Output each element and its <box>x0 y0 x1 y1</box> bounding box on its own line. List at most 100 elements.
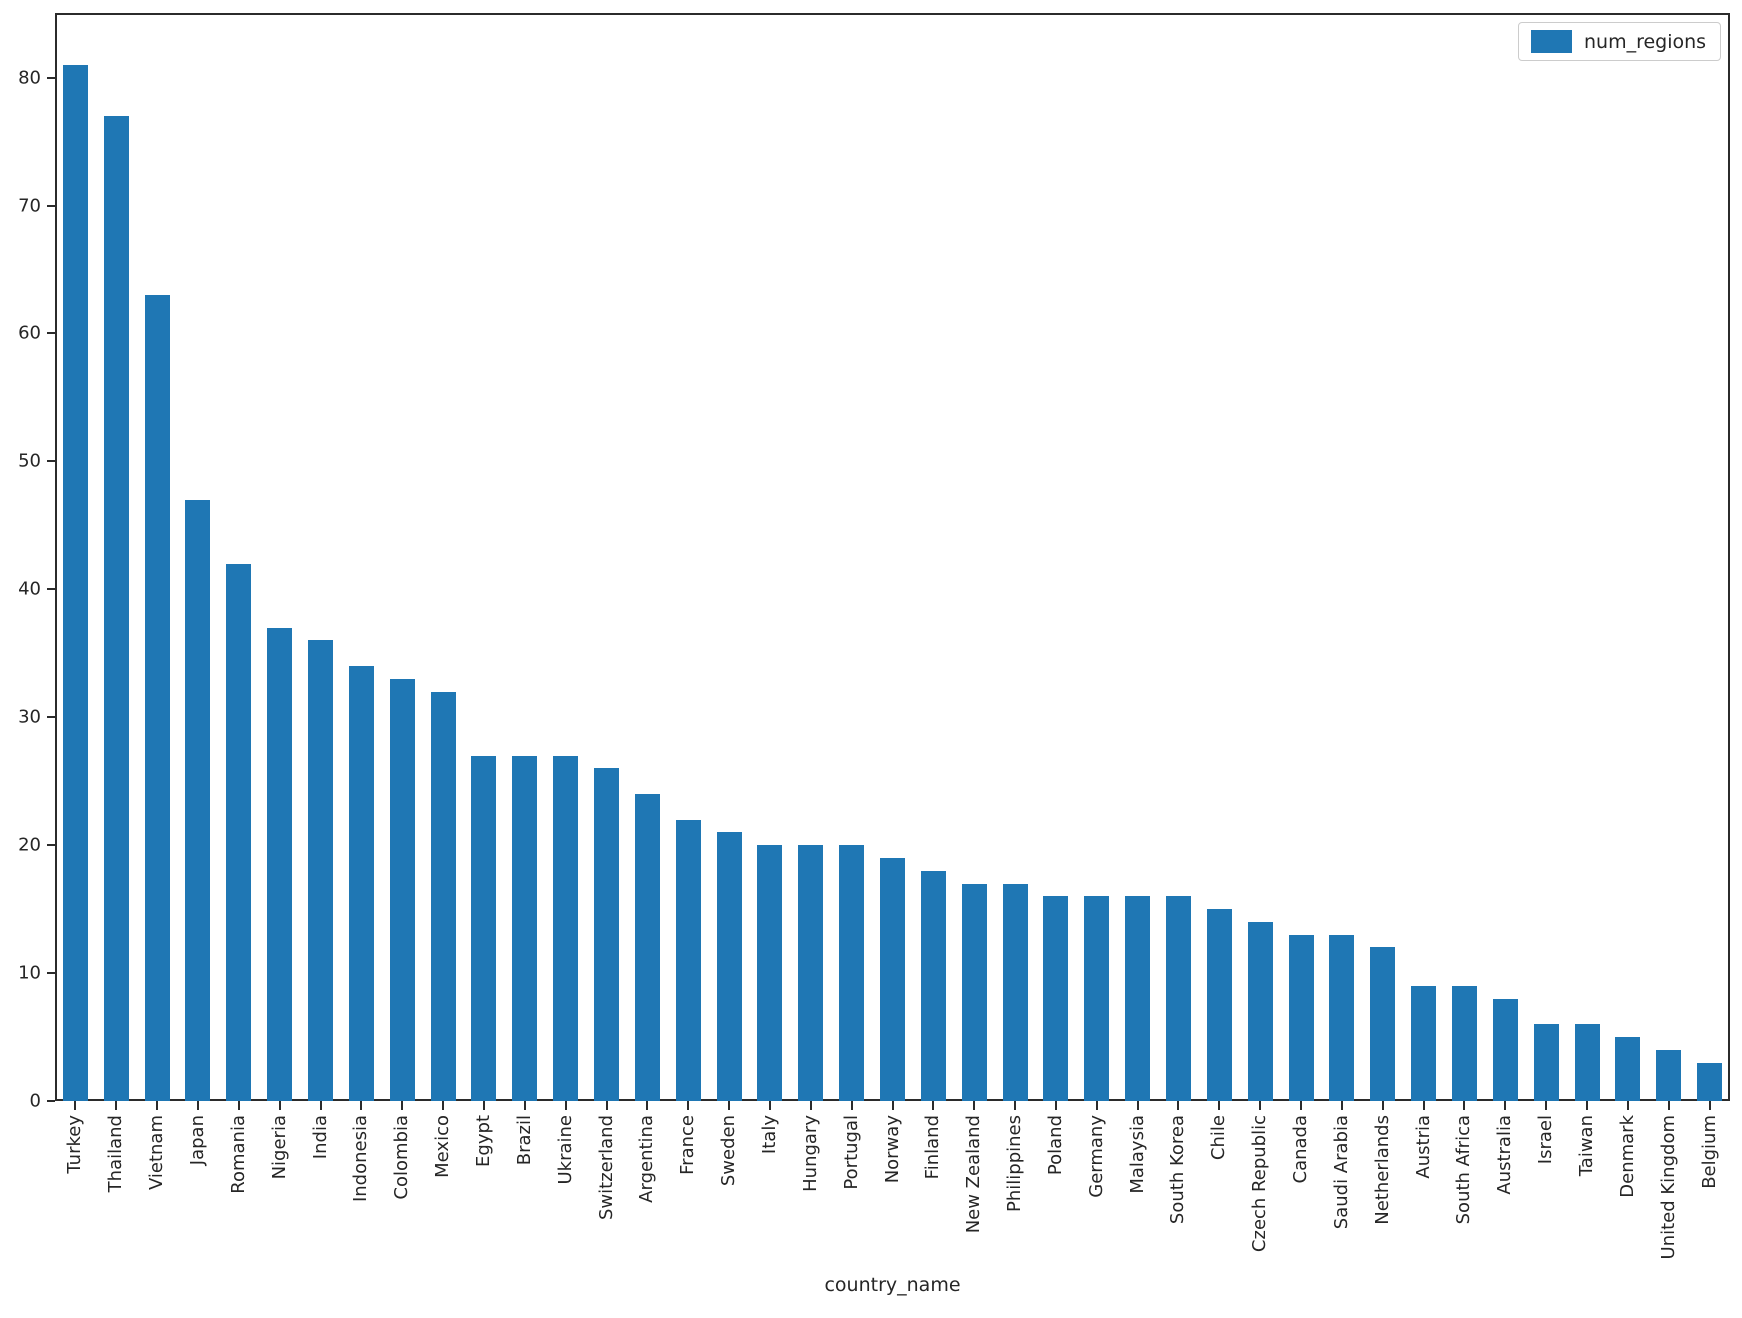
x-tick-label: New Zealand <box>963 1115 985 1234</box>
x-tick-mark <box>850 1101 853 1110</box>
y-tick-mark <box>47 972 55 975</box>
x-tick-mark <box>74 1101 77 1110</box>
bar <box>1451 985 1477 1101</box>
y-tick-label: 10 <box>18 962 41 984</box>
bar <box>512 755 538 1101</box>
bar <box>430 691 456 1101</box>
x-tick-label: Germany <box>1085 1115 1107 1198</box>
x-tick-label: Nigeria <box>268 1115 290 1180</box>
x-tick-mark <box>156 1101 159 1110</box>
x-tick-label: Hungary <box>799 1115 821 1192</box>
bar <box>1247 921 1273 1101</box>
bar <box>594 768 620 1101</box>
y-tick-label: 40 <box>18 578 41 600</box>
x-tick-mark <box>1422 1101 1425 1110</box>
x-tick-label: Finland <box>922 1115 944 1180</box>
bar <box>880 857 905 1101</box>
x-tick-mark <box>1708 1101 1711 1110</box>
x-tick-label: Malaysia <box>1126 1115 1148 1194</box>
x-tick-label: Australia <box>1494 1115 1516 1195</box>
x-tick-mark <box>115 1101 118 1110</box>
x-tick-mark <box>319 1101 322 1110</box>
x-tick-label: Thailand <box>105 1115 127 1193</box>
x-tick-label: South Korea <box>1167 1115 1189 1225</box>
x-tick-label: Israel <box>1535 1115 1557 1165</box>
bar <box>1043 896 1069 1101</box>
x-tick-mark <box>482 1101 485 1110</box>
x-tick-mark <box>1095 1101 1098 1110</box>
x-tick-mark <box>1177 1101 1180 1110</box>
x-tick-mark <box>1626 1101 1629 1110</box>
y-tick-mark <box>47 716 55 719</box>
bar <box>1411 985 1437 1101</box>
x-tick-mark <box>360 1101 363 1110</box>
bar <box>62 64 88 1101</box>
x-tick-label: Romania <box>227 1115 249 1194</box>
bar <box>1370 947 1396 1101</box>
bar <box>757 845 783 1101</box>
x-tick-label: Indonesia <box>350 1115 372 1203</box>
x-tick-label: United Kingdom <box>1657 1115 1679 1260</box>
x-tick-mark <box>1504 1101 1507 1110</box>
bar <box>471 755 497 1101</box>
y-tick-mark <box>47 1100 55 1102</box>
y-tick-mark <box>47 460 55 463</box>
legend-label: num_regions <box>1584 30 1707 53</box>
bar <box>267 627 293 1101</box>
bar <box>1329 934 1355 1101</box>
y-tick-label: 80 <box>18 67 41 89</box>
bar <box>1656 1049 1682 1101</box>
x-tick-mark <box>1381 1101 1384 1110</box>
bar <box>1125 896 1151 1101</box>
x-tick-label: Norway <box>881 1115 903 1184</box>
bar <box>185 499 211 1101</box>
x-tick-mark <box>237 1101 240 1110</box>
y-tick-label: 60 <box>18 322 41 344</box>
x-axis-label: country_name <box>824 1274 961 1296</box>
x-tick-label: Saudi Arabia <box>1330 1115 1352 1230</box>
x-tick-label: Colombia <box>391 1115 413 1200</box>
x-tick-label: Belgium <box>1698 1115 1720 1189</box>
x-tick-label: Argentina <box>636 1115 658 1203</box>
bar <box>348 666 374 1101</box>
x-tick-mark <box>442 1101 445 1110</box>
x-tick-label: Vietnam <box>146 1115 168 1191</box>
bar <box>961 883 987 1101</box>
x-tick-mark <box>646 1101 649 1110</box>
x-tick-label: Netherlands <box>1371 1115 1393 1225</box>
y-tick-label: 50 <box>18 450 41 472</box>
x-tick-mark <box>1218 1101 1221 1110</box>
x-tick-label: Sweden <box>718 1115 740 1187</box>
x-tick-label: Czech Republic <box>1249 1115 1271 1253</box>
x-tick-mark <box>401 1101 404 1110</box>
bar <box>103 115 129 1101</box>
bar <box>1288 934 1314 1101</box>
x-tick-label: Turkey <box>64 1115 86 1174</box>
x-tick-mark <box>1463 1101 1466 1110</box>
x-tick-label: Canada <box>1290 1115 1312 1184</box>
y-tick-mark <box>47 844 55 847</box>
bar <box>1492 998 1518 1101</box>
x-tick-label: Mexico <box>432 1115 454 1178</box>
y-tick-label: 20 <box>18 834 41 856</box>
x-tick-label: Denmark <box>1616 1115 1638 1198</box>
x-tick-label: Philippines <box>1004 1115 1026 1212</box>
y-tick-mark <box>47 332 55 335</box>
y-tick-label: 70 <box>18 195 41 217</box>
bar <box>553 755 579 1101</box>
bar <box>144 295 170 1101</box>
x-tick-label: Portugal <box>840 1115 862 1190</box>
x-tick-mark <box>809 1101 812 1110</box>
x-tick-label: Taiwan <box>1576 1115 1597 1177</box>
bar <box>920 870 946 1101</box>
x-tick-mark <box>1545 1101 1548 1110</box>
bar <box>634 793 660 1101</box>
x-tick-label: South Africa <box>1453 1115 1475 1225</box>
x-tick-mark <box>564 1101 567 1110</box>
x-tick-mark <box>687 1101 690 1110</box>
x-tick-label: India <box>309 1115 331 1160</box>
bar <box>839 845 865 1101</box>
x-tick-mark <box>1667 1101 1670 1110</box>
x-tick-mark <box>891 1101 894 1110</box>
